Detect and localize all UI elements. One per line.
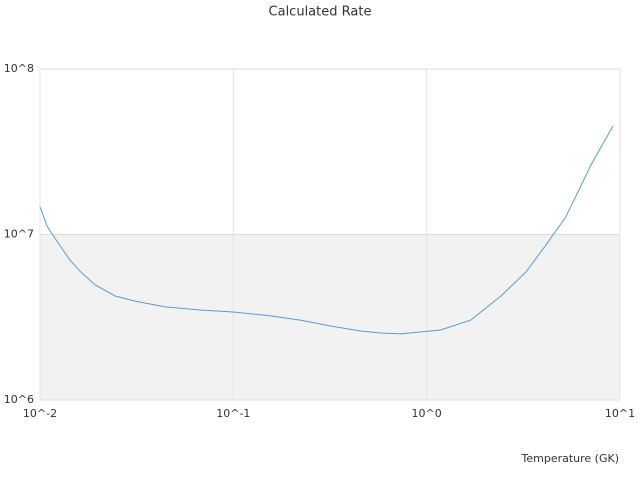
y-tick-label: 10^7 (4, 228, 34, 241)
data-line (39, 125, 614, 335)
chart-title: Calculated Rate (269, 5, 372, 20)
x-axis-label: Temperature (GK) (521, 452, 620, 465)
plot-band (40, 234, 620, 400)
y-tick-label: 10^8 (4, 62, 34, 75)
x-tick-label: 10^1 (605, 407, 635, 420)
x-tick-label: 10^-2 (23, 407, 57, 420)
x-tick-label: 10^-1 (216, 407, 250, 420)
y-tick-label: 10^6 (4, 393, 34, 406)
x-tick-label: 10^0 (412, 407, 442, 420)
